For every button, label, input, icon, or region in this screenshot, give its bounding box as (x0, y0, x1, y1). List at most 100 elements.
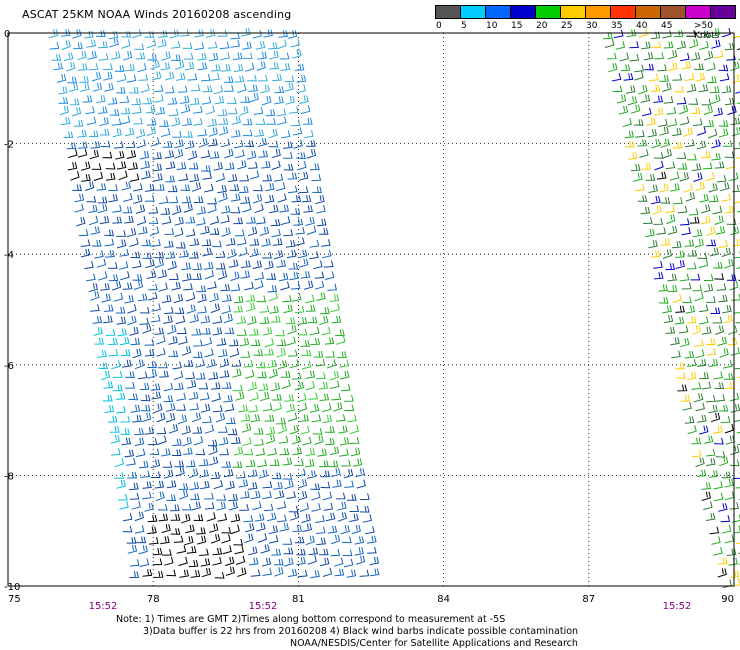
wind-barb (306, 470, 317, 479)
wind-barb (84, 30, 94, 39)
wind-barb (126, 536, 137, 544)
wind-barb (133, 280, 144, 290)
wind-barb (142, 324, 152, 334)
wind-barb (279, 523, 290, 532)
wind-barb (297, 569, 308, 578)
wind-barb (205, 105, 215, 115)
wind-barb (277, 514, 287, 523)
wind-barb (224, 84, 234, 92)
wind-barb (717, 568, 727, 578)
wind-barb (116, 73, 127, 83)
wind-barb (691, 382, 702, 390)
wind-barb (209, 293, 219, 303)
wind-barb (297, 491, 308, 501)
wind-barb (136, 536, 147, 544)
wind-barb (228, 259, 239, 268)
wind-barb (688, 208, 699, 216)
wind-barb (230, 513, 241, 523)
wind-barb (131, 260, 142, 269)
wind-barb (653, 218, 664, 225)
wind-barb (287, 349, 298, 357)
wind-barb (718, 239, 728, 249)
wind-barb (322, 491, 333, 501)
wind-barb (716, 283, 727, 291)
wind-barb (217, 185, 227, 194)
wind-barb (157, 39, 167, 48)
wind-barb (204, 183, 214, 193)
wind-barb (332, 479, 342, 488)
wind-barb (284, 75, 295, 83)
wind-barb (730, 347, 740, 356)
wind-barb (335, 329, 345, 337)
wind-barb (362, 514, 373, 523)
wind-barb (104, 238, 115, 247)
wind-barb (197, 293, 207, 303)
wind-barb (268, 204, 279, 214)
wind-barb (248, 546, 258, 556)
wind-barb (163, 315, 173, 324)
wind-barb (677, 384, 688, 392)
wind-barb (289, 425, 299, 435)
colorbar-tick-25: 25 (561, 21, 573, 31)
wind-barb (299, 414, 309, 422)
wind-barb (271, 228, 281, 238)
wind-barb (164, 306, 174, 315)
wind-barb (329, 371, 340, 381)
wind-barb (344, 404, 355, 412)
wind-barb (119, 95, 130, 104)
wind-barb (678, 325, 689, 334)
wind-barb (209, 151, 220, 159)
wind-barb (731, 293, 740, 301)
wind-barb (250, 414, 261, 423)
wind-barb (271, 548, 282, 556)
wind-barb (150, 137, 160, 147)
wind-barb (724, 151, 735, 159)
wind-barb (260, 392, 270, 402)
wind-barb (695, 457, 705, 468)
wind-barb (225, 417, 236, 425)
wind-barb (114, 472, 124, 479)
wind-barb (360, 493, 370, 500)
wind-barb (705, 395, 716, 403)
wind-barb (142, 481, 152, 489)
wind-barb (310, 338, 321, 346)
wind-barb (139, 150, 150, 160)
wind-barb (217, 513, 228, 522)
wind-barb (228, 501, 238, 511)
wind-barb (201, 165, 211, 172)
wind-barb (86, 195, 97, 203)
wind-barb (99, 117, 109, 127)
note-line-1: Note: 1) Times are GMT 2)Times along bot… (116, 614, 506, 625)
wind-barb (146, 126, 156, 137)
wind-barb (146, 270, 157, 279)
wind-barb (642, 107, 652, 117)
wind-barb (122, 206, 133, 214)
wind-barb (734, 368, 740, 370)
wind-barb (182, 118, 192, 127)
wind-barb (260, 84, 270, 94)
wind-barb (219, 41, 230, 50)
wind-barb (259, 305, 270, 313)
wind-barb (264, 338, 274, 348)
wind-barb (275, 182, 286, 192)
wind-barb (677, 162, 688, 170)
wind-barb (261, 238, 271, 247)
wind-barb (724, 205, 735, 214)
wind-barb (166, 494, 177, 502)
wind-barb (283, 163, 294, 171)
wind-barb (126, 457, 136, 466)
wind-barb (96, 258, 107, 268)
wind-barb (279, 52, 290, 60)
wind-barb (314, 435, 324, 445)
wind-barb (100, 370, 111, 381)
wind-barb (126, 74, 137, 83)
wind-barb (672, 293, 682, 303)
wind-barb (634, 71, 644, 81)
wind-barb (146, 118, 157, 126)
wind-barb (691, 437, 702, 445)
wind-barb (60, 29, 71, 37)
wind-barb (623, 73, 634, 81)
wind-barb (160, 62, 171, 71)
wind-barb (160, 207, 171, 215)
wind-barb (711, 152, 721, 161)
